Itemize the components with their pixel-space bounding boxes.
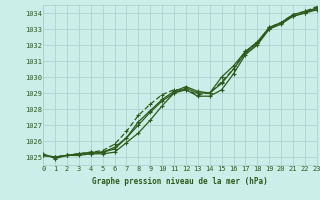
X-axis label: Graphe pression niveau de la mer (hPa): Graphe pression niveau de la mer (hPa) (92, 177, 268, 186)
